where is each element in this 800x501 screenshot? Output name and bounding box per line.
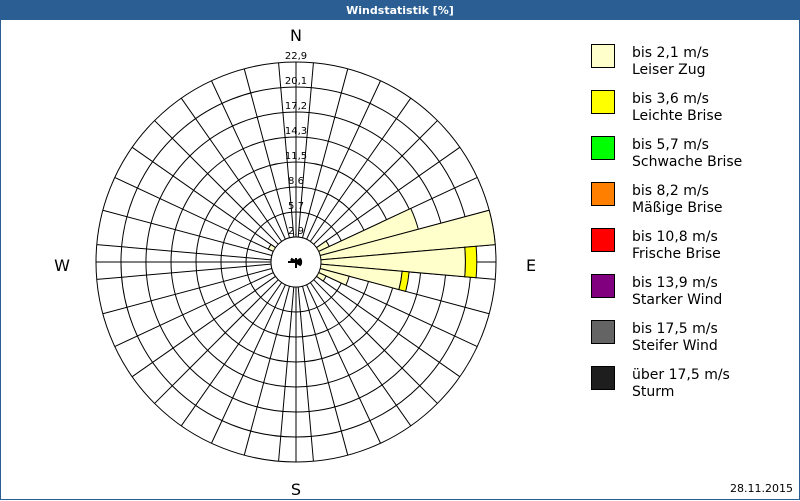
legend-name: Schwache Brise [632, 154, 742, 170]
direction-label-e: E [526, 256, 536, 275]
petals [267, 207, 496, 292]
legend-range: bis 8,2 m/s [632, 183, 709, 199]
grid-spoke [154, 279, 279, 404]
legend-range: bis 13,9 m/s [632, 275, 718, 291]
grid-spoke [306, 284, 381, 444]
grid-spoke [243, 68, 291, 238]
legend-range: bis 5,7 m/s [632, 137, 709, 153]
legend-range: bis 2,1 m/s [632, 45, 709, 61]
grid-spoke [297, 62, 314, 238]
grid-spoke [102, 209, 272, 257]
grid-spoke [180, 97, 283, 242]
grid-spoke [301, 68, 349, 238]
grid-spoke [154, 120, 279, 245]
ring-label: 22,9 [285, 51, 307, 62]
legend-range: bis 3,6 m/s [632, 91, 709, 107]
legend-range: bis 17,5 m/s [632, 321, 718, 337]
legend-range: bis 10,8 m/s [632, 229, 718, 245]
grid-spoke [306, 80, 381, 240]
petal-90-class-1 [464, 245, 478, 279]
grid-spoke [301, 286, 349, 456]
grid-spoke [243, 286, 291, 456]
legend-swatch [591, 320, 615, 344]
grid-spoke [316, 275, 461, 378]
grid-spoke [278, 62, 295, 238]
legend-swatch [591, 182, 615, 206]
petal-80-class-0 [295, 209, 496, 263]
legend-name: Mäßige Brise [632, 200, 722, 216]
date-label: 28.11.2015 [730, 482, 793, 495]
direction-label-w: W [54, 256, 70, 275]
grid-spoke [180, 282, 283, 427]
ring-label: 2,9 [288, 226, 304, 237]
grid-spoke [309, 282, 412, 427]
grid-spoke [131, 146, 276, 249]
grid-spoke [297, 286, 314, 462]
legend-name: Leichte Brise [632, 108, 722, 124]
legend-name: Frische Brise [632, 246, 721, 262]
ring-label: 14,3 [285, 126, 307, 137]
petal-100-class-1 [398, 270, 410, 292]
grid-spoke [316, 146, 461, 249]
legend-name: Steifer Wind [632, 338, 718, 354]
legend-name: Sturm [632, 384, 674, 400]
grid-spoke [313, 120, 438, 245]
grid-spoke [309, 97, 412, 242]
legend-swatch [591, 274, 615, 298]
grid-spoke [96, 244, 272, 261]
grid-spoke [114, 272, 274, 347]
ring-label: 8,6 [288, 176, 304, 187]
legend-swatch [591, 366, 615, 390]
direction-label-n: N [290, 26, 302, 45]
grid-spoke [131, 275, 276, 378]
legend-swatch [591, 136, 615, 160]
ring-label: 17,2 [285, 101, 307, 112]
legend-swatch [591, 228, 615, 252]
ring-label: 5,7 [288, 201, 304, 212]
grid-spoke [211, 80, 286, 240]
grid-spoke [114, 177, 274, 252]
grid-spoke [96, 263, 272, 280]
grid-spoke [313, 279, 438, 404]
legend-range: über 17,5 m/s [632, 367, 730, 383]
window-title: Windstatistik [%] [1, 1, 799, 20]
legend-swatch [591, 90, 615, 114]
direction-label-s: S [291, 480, 301, 499]
legend-name: Leiser Zug [632, 62, 706, 78]
center-overlay [270, 236, 322, 288]
ring-labels: 2,9 5,7 8,6 11,5 14,3 17,2 20,1 22,9 [285, 51, 307, 237]
legend-swatch [591, 44, 615, 68]
grid-spoke [211, 284, 286, 444]
grid-spoke [278, 286, 295, 462]
ring-label: 20,1 [285, 76, 307, 87]
ring-label: 11,5 [285, 151, 307, 162]
legend-name: Starker Wind [632, 292, 722, 308]
grid-spoke [102, 267, 272, 315]
